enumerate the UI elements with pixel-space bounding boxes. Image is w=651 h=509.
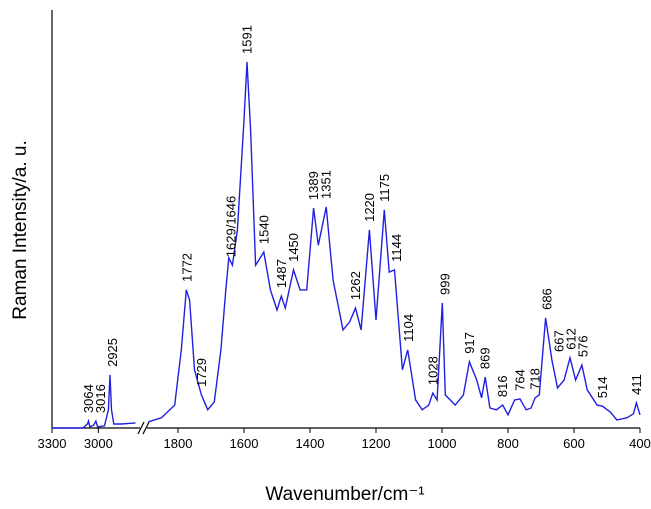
x-tick-label: 800 bbox=[497, 436, 519, 451]
peak-label: 1729 bbox=[194, 358, 209, 387]
peak-label: 1629/1646 bbox=[223, 196, 238, 257]
peak-label: 1450 bbox=[286, 233, 301, 262]
peak-label: 816 bbox=[495, 375, 510, 397]
x-tick-label: 3300 bbox=[38, 436, 67, 451]
x-tick-label: 1200 bbox=[362, 436, 391, 451]
peak-label: 686 bbox=[540, 288, 555, 310]
x-tick-label: 1800 bbox=[164, 436, 193, 451]
peak-label: 1104 bbox=[401, 314, 416, 342]
peak-label: 1591 bbox=[240, 25, 255, 54]
peak-label: 1540 bbox=[256, 215, 271, 244]
peak-label: 718 bbox=[528, 368, 543, 390]
x-tick-label: 600 bbox=[563, 436, 585, 451]
peak-label: 764 bbox=[512, 369, 527, 391]
spectrum-line bbox=[52, 374, 136, 429]
peak-label: 1487 bbox=[274, 259, 289, 288]
peak-label: 1389 bbox=[306, 171, 321, 200]
peak-label: 2925 bbox=[105, 338, 120, 367]
peak-label: 999 bbox=[437, 273, 452, 295]
peak-label: 1772 bbox=[180, 253, 195, 282]
peak-label: 869 bbox=[478, 347, 493, 369]
peak-label: 411 bbox=[629, 374, 644, 395]
peak-label: 3016 bbox=[93, 384, 108, 413]
peak-label: 1144 bbox=[389, 234, 404, 262]
spectrum-line bbox=[148, 61, 641, 423]
x-tick-label: 1000 bbox=[428, 436, 457, 451]
peak-label: 514 bbox=[595, 376, 610, 398]
peak-label: 576 bbox=[576, 335, 591, 357]
x-tick-label: 1400 bbox=[296, 436, 325, 451]
y-axis-label: Raman Intensity/a. u. bbox=[10, 140, 31, 320]
peak-label: 1220 bbox=[362, 193, 377, 222]
peak-label: 917 bbox=[462, 332, 477, 354]
peak-label: 612 bbox=[564, 328, 579, 350]
x-tick-label: 3000 bbox=[84, 436, 113, 451]
axis-break bbox=[142, 421, 150, 435]
axis-break bbox=[137, 421, 145, 435]
peak-label: 1351 bbox=[319, 170, 334, 199]
peak-label: 1028 bbox=[425, 356, 440, 385]
x-tick-label: 400 bbox=[629, 436, 651, 451]
peak-label: 667 bbox=[552, 330, 567, 352]
x-axis-label: Wavenumber/cm⁻¹ bbox=[265, 484, 424, 505]
x-tick-label: 1600 bbox=[230, 436, 259, 451]
peak-label: 1262 bbox=[348, 271, 363, 300]
peak-label: 3064 bbox=[81, 384, 96, 413]
peak-label: 1175 bbox=[377, 174, 392, 202]
